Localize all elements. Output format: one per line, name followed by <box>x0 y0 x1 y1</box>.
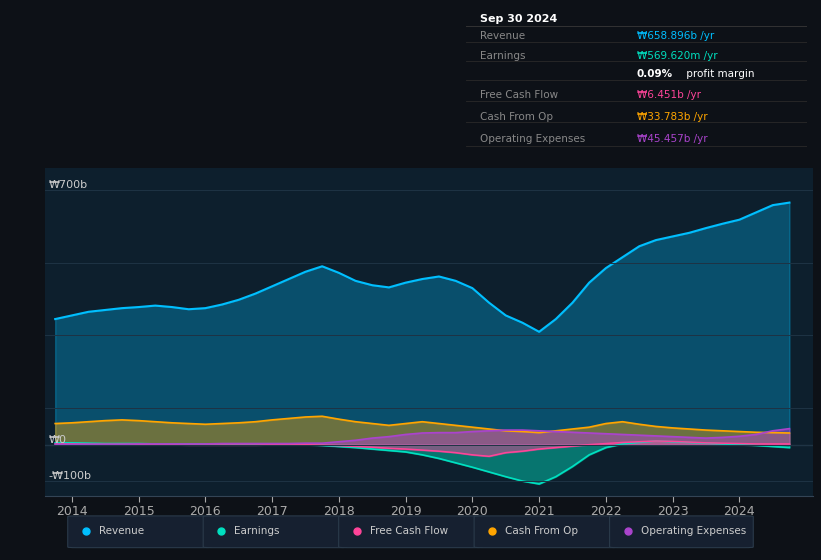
Text: ₩0: ₩0 <box>48 435 67 445</box>
Text: 0.09%: 0.09% <box>637 69 673 79</box>
Text: Sep 30 2024: Sep 30 2024 <box>480 14 557 24</box>
Text: Revenue: Revenue <box>480 31 525 41</box>
Text: ₩658.896b /yr: ₩658.896b /yr <box>637 31 714 41</box>
FancyBboxPatch shape <box>609 516 754 548</box>
Text: Free Cash Flow: Free Cash Flow <box>370 526 448 535</box>
Text: ₩6.451b /yr: ₩6.451b /yr <box>637 90 700 100</box>
Text: Cash From Op: Cash From Op <box>480 111 553 122</box>
Text: Free Cash Flow: Free Cash Flow <box>480 90 558 100</box>
Text: profit margin: profit margin <box>683 69 754 79</box>
Text: Operating Expenses: Operating Expenses <box>480 134 585 144</box>
Text: ₩45.457b /yr: ₩45.457b /yr <box>637 134 708 144</box>
FancyBboxPatch shape <box>475 516 617 548</box>
Text: -₩100b: -₩100b <box>48 471 91 481</box>
FancyBboxPatch shape <box>67 516 212 548</box>
Text: ₩569.620m /yr: ₩569.620m /yr <box>637 51 718 60</box>
FancyBboxPatch shape <box>203 516 346 548</box>
Text: Earnings: Earnings <box>480 51 525 60</box>
Text: Earnings: Earnings <box>235 526 280 535</box>
Text: ₩700b: ₩700b <box>48 180 88 190</box>
Text: Revenue: Revenue <box>99 526 144 535</box>
Text: ₩33.783b /yr: ₩33.783b /yr <box>637 111 708 122</box>
Text: Operating Expenses: Operating Expenses <box>641 526 746 535</box>
Text: Cash From Op: Cash From Op <box>506 526 578 535</box>
FancyBboxPatch shape <box>338 516 482 548</box>
